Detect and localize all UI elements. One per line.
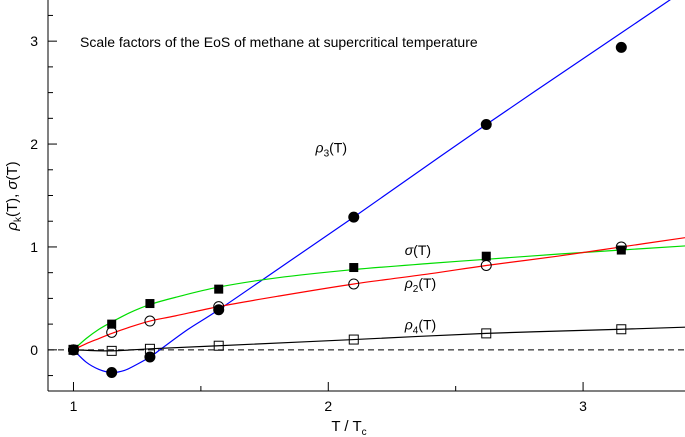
y-axis-title: ρk(T), σ(T) — [4, 161, 24, 231]
series-1-label-suffix: (T) — [329, 139, 347, 155]
y-tick-label: 0 — [30, 342, 38, 358]
series-3-label-sub: 2 — [413, 284, 419, 295]
series-3-label: ρ2(T) — [404, 275, 436, 295]
ticks-layer: 1 2 3 0 1 2 3 — [30, 14, 587, 414]
y-axis-title-k: k — [13, 216, 24, 222]
series-3-point — [348, 278, 360, 290]
x-tick-label: 2 — [324, 398, 332, 414]
series-3-point — [480, 259, 492, 271]
marker-layer — [67, 41, 627, 378]
series-4-label-sub: 4 — [413, 325, 419, 336]
series-2-point — [68, 345, 78, 355]
series-2-label-main: σ — [405, 242, 414, 258]
series-1-point — [348, 211, 360, 223]
series-1-point — [615, 41, 627, 53]
series-4-label: ρ4(T) — [404, 316, 436, 336]
x-axis-title-sub: c — [362, 427, 367, 437]
series-1-label-main: ρ — [315, 139, 324, 155]
x-tick-label: 1 — [70, 398, 78, 414]
series-2-point — [107, 319, 117, 329]
series-4-point — [144, 343, 155, 354]
x-tick-label: 3 — [579, 398, 587, 414]
series-1-label: ρ3(T) — [315, 139, 347, 159]
series-3-point — [106, 326, 118, 338]
series-2-point — [349, 263, 359, 273]
series-4-label-main: ρ — [404, 316, 413, 332]
series-4-point — [213, 340, 224, 351]
series-4-point — [616, 324, 627, 335]
series-4-point — [481, 328, 492, 339]
series-1-curve — [73, 0, 671, 374]
y-tick-label: 1 — [30, 239, 38, 255]
y-tick-label: 3 — [30, 33, 38, 49]
series-2-point — [481, 251, 491, 261]
y-tick-label: 2 — [30, 136, 38, 152]
y-axis-title-rest1: (T), — [4, 190, 21, 218]
series-1-point — [106, 366, 118, 378]
y-axis-title-rest2: (T) — [4, 161, 21, 180]
series-2-label-suffix: (T) — [413, 242, 431, 258]
series-4-curve — [73, 326, 685, 352]
chart-annotation: Scale factors of the EoS of methane at s… — [80, 34, 478, 50]
series-1-point — [213, 304, 225, 316]
series-1-point — [144, 351, 156, 363]
series-3-label-suffix: (T) — [418, 275, 436, 291]
x-axis-title-main: T / T — [331, 418, 361, 435]
curve-layer — [73, 0, 685, 374]
series-3-label-main: ρ — [404, 275, 413, 291]
series-2-point — [214, 284, 224, 294]
series-2-label: σ(T) — [405, 242, 431, 258]
series-4-point — [106, 345, 117, 356]
series-4-point — [68, 344, 79, 355]
x-axis-title: T / Tc — [331, 418, 366, 437]
series-4-point — [348, 334, 359, 345]
y-axis-title-rho: ρ — [4, 222, 21, 232]
y-axis-title-sigma: σ — [4, 180, 21, 190]
series-3-point — [615, 241, 627, 253]
series-1-label-sub: 3 — [324, 148, 330, 159]
series-2-point — [616, 245, 626, 255]
series-2-point — [145, 299, 155, 309]
series-1-point — [480, 119, 492, 131]
series-2-curve — [73, 245, 685, 351]
series-4-label-suffix: (T) — [418, 316, 436, 332]
series-label-layer: ρ3(T)σ(T)ρ2(T)ρ4(T) — [315, 139, 437, 336]
axes-layer — [47, 0, 685, 392]
series-3-point — [144, 315, 156, 327]
series-3-point — [213, 301, 225, 313]
series-3-curve — [73, 237, 685, 351]
